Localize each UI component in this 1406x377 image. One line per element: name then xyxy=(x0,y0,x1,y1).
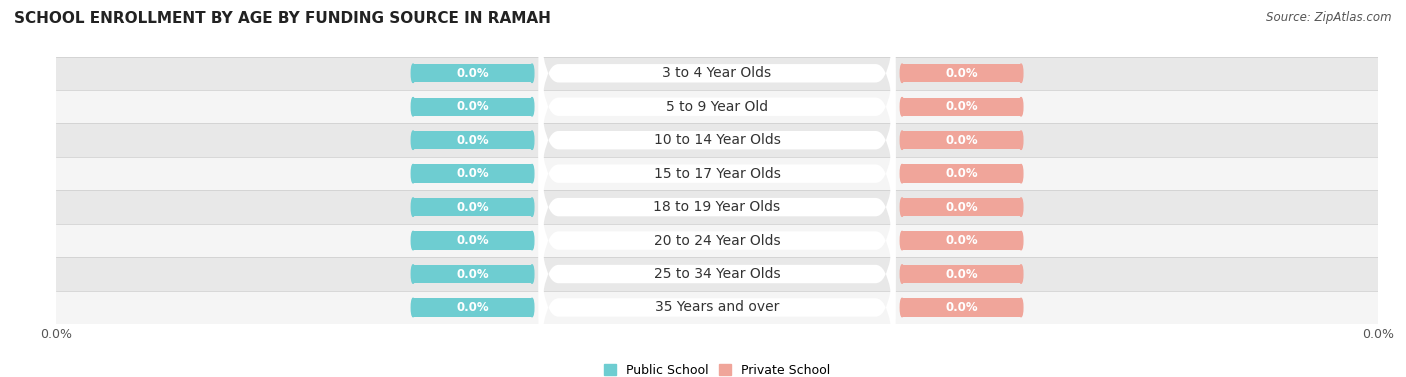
Text: 0.0%: 0.0% xyxy=(456,100,489,113)
Circle shape xyxy=(900,231,904,250)
Bar xyxy=(56,291,1378,324)
Text: 0.0%: 0.0% xyxy=(456,234,489,247)
Bar xyxy=(413,98,531,116)
Text: 10 to 14 Year Olds: 10 to 14 Year Olds xyxy=(654,133,780,147)
FancyBboxPatch shape xyxy=(538,116,896,298)
Bar xyxy=(413,198,531,216)
Text: 0.0%: 0.0% xyxy=(456,134,489,147)
Circle shape xyxy=(1019,231,1022,250)
Bar xyxy=(56,157,1378,190)
Text: 0.0%: 0.0% xyxy=(945,100,979,113)
FancyBboxPatch shape xyxy=(538,15,896,198)
Bar xyxy=(903,131,1021,149)
Legend: Public School, Private School: Public School, Private School xyxy=(603,364,831,377)
FancyBboxPatch shape xyxy=(538,149,896,332)
Circle shape xyxy=(412,265,415,283)
Text: 18 to 19 Year Olds: 18 to 19 Year Olds xyxy=(654,200,780,214)
Circle shape xyxy=(412,164,415,183)
Circle shape xyxy=(530,265,534,283)
Text: SCHOOL ENROLLMENT BY AGE BY FUNDING SOURCE IN RAMAH: SCHOOL ENROLLMENT BY AGE BY FUNDING SOUR… xyxy=(14,11,551,26)
Text: 0.0%: 0.0% xyxy=(945,134,979,147)
Text: 0.0%: 0.0% xyxy=(456,167,489,180)
Circle shape xyxy=(412,64,415,83)
Text: 35 Years and over: 35 Years and over xyxy=(655,300,779,314)
Circle shape xyxy=(1019,131,1022,149)
Bar xyxy=(56,224,1378,257)
Circle shape xyxy=(900,131,904,149)
Text: 0.0%: 0.0% xyxy=(945,67,979,80)
Text: 0.0%: 0.0% xyxy=(456,268,489,280)
Bar xyxy=(903,298,1021,317)
Bar xyxy=(903,64,1021,83)
Bar xyxy=(903,164,1021,183)
Circle shape xyxy=(530,198,534,216)
Bar xyxy=(413,231,531,250)
Circle shape xyxy=(1019,164,1022,183)
Circle shape xyxy=(530,131,534,149)
Bar xyxy=(903,198,1021,216)
Bar xyxy=(413,64,531,83)
Circle shape xyxy=(900,265,904,283)
Bar xyxy=(413,265,531,283)
Circle shape xyxy=(530,164,534,183)
Circle shape xyxy=(1019,64,1022,83)
Text: 0.0%: 0.0% xyxy=(945,301,979,314)
Circle shape xyxy=(1019,198,1022,216)
Text: 20 to 24 Year Olds: 20 to 24 Year Olds xyxy=(654,234,780,248)
FancyBboxPatch shape xyxy=(538,0,896,164)
Circle shape xyxy=(1019,265,1022,283)
Circle shape xyxy=(1019,298,1022,317)
Bar xyxy=(56,90,1378,124)
Text: 0.0%: 0.0% xyxy=(945,201,979,214)
Text: 0.0%: 0.0% xyxy=(456,201,489,214)
Text: 25 to 34 Year Olds: 25 to 34 Year Olds xyxy=(654,267,780,281)
Text: 0.0%: 0.0% xyxy=(945,167,979,180)
Bar xyxy=(56,57,1378,90)
Text: 0.0%: 0.0% xyxy=(945,268,979,280)
Circle shape xyxy=(412,198,415,216)
FancyBboxPatch shape xyxy=(538,83,896,265)
Bar xyxy=(56,124,1378,157)
Bar xyxy=(413,131,531,149)
Circle shape xyxy=(530,231,534,250)
FancyBboxPatch shape xyxy=(538,183,896,365)
Circle shape xyxy=(530,98,534,116)
Text: 0.0%: 0.0% xyxy=(456,301,489,314)
Bar xyxy=(903,98,1021,116)
Circle shape xyxy=(900,64,904,83)
Text: Source: ZipAtlas.com: Source: ZipAtlas.com xyxy=(1267,11,1392,24)
Bar xyxy=(56,257,1378,291)
Circle shape xyxy=(530,298,534,317)
Circle shape xyxy=(1019,98,1022,116)
Text: 0.0%: 0.0% xyxy=(945,234,979,247)
Bar xyxy=(413,298,531,317)
FancyBboxPatch shape xyxy=(538,216,896,377)
Text: 0.0%: 0.0% xyxy=(456,67,489,80)
Circle shape xyxy=(900,198,904,216)
Text: 3 to 4 Year Olds: 3 to 4 Year Olds xyxy=(662,66,772,80)
Circle shape xyxy=(900,298,904,317)
Text: 15 to 17 Year Olds: 15 to 17 Year Olds xyxy=(654,167,780,181)
Bar xyxy=(903,231,1021,250)
Circle shape xyxy=(412,98,415,116)
Circle shape xyxy=(412,131,415,149)
Circle shape xyxy=(412,298,415,317)
Circle shape xyxy=(900,98,904,116)
Circle shape xyxy=(530,64,534,83)
Text: 5 to 9 Year Old: 5 to 9 Year Old xyxy=(666,100,768,114)
FancyBboxPatch shape xyxy=(538,49,896,231)
Bar xyxy=(413,164,531,183)
Bar xyxy=(903,265,1021,283)
Circle shape xyxy=(900,164,904,183)
Circle shape xyxy=(412,231,415,250)
Bar xyxy=(56,190,1378,224)
